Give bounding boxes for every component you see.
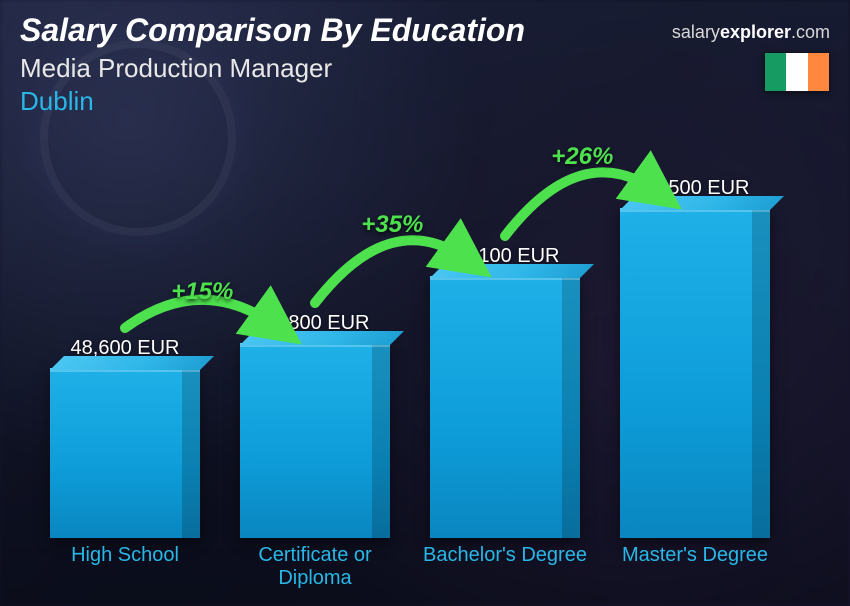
bar-category-label: High School — [35, 544, 215, 567]
brand-watermark: salaryexplorer.com — [672, 22, 830, 43]
job-title: Media Production Manager — [20, 53, 830, 84]
flag-stripe-orange — [808, 53, 829, 91]
location: Dublin — [20, 86, 830, 117]
country-flag-ireland — [764, 52, 830, 92]
flag-stripe-white — [786, 53, 807, 91]
bar-category-label: Master's Degree — [605, 544, 785, 567]
brand-bold: explorer — [720, 22, 791, 42]
brand-prefix: salary — [672, 22, 720, 42]
bar — [620, 208, 770, 538]
chart-area: Average Yearly Salary 48,600 EURHigh Sch… — [30, 130, 790, 588]
bar-group: 48,600 EURHigh School — [40, 337, 210, 538]
bar — [240, 343, 390, 538]
bars-container: 48,600 EURHigh School55,800 EURCertifica… — [30, 130, 790, 538]
flag-stripe-green — [765, 53, 786, 91]
bar-category-label: Bachelor's Degree — [415, 544, 595, 567]
bar-group: 55,800 EURCertificate or Diploma — [230, 312, 400, 538]
brand-suffix: .com — [791, 22, 830, 42]
bar-category-label: Certificate or Diploma — [225, 544, 405, 590]
bar-group: 75,100 EURBachelor's Degree — [420, 245, 590, 538]
bar-group: 94,500 EURMaster's Degree — [610, 177, 780, 538]
bar — [430, 276, 580, 538]
bar — [50, 368, 200, 538]
